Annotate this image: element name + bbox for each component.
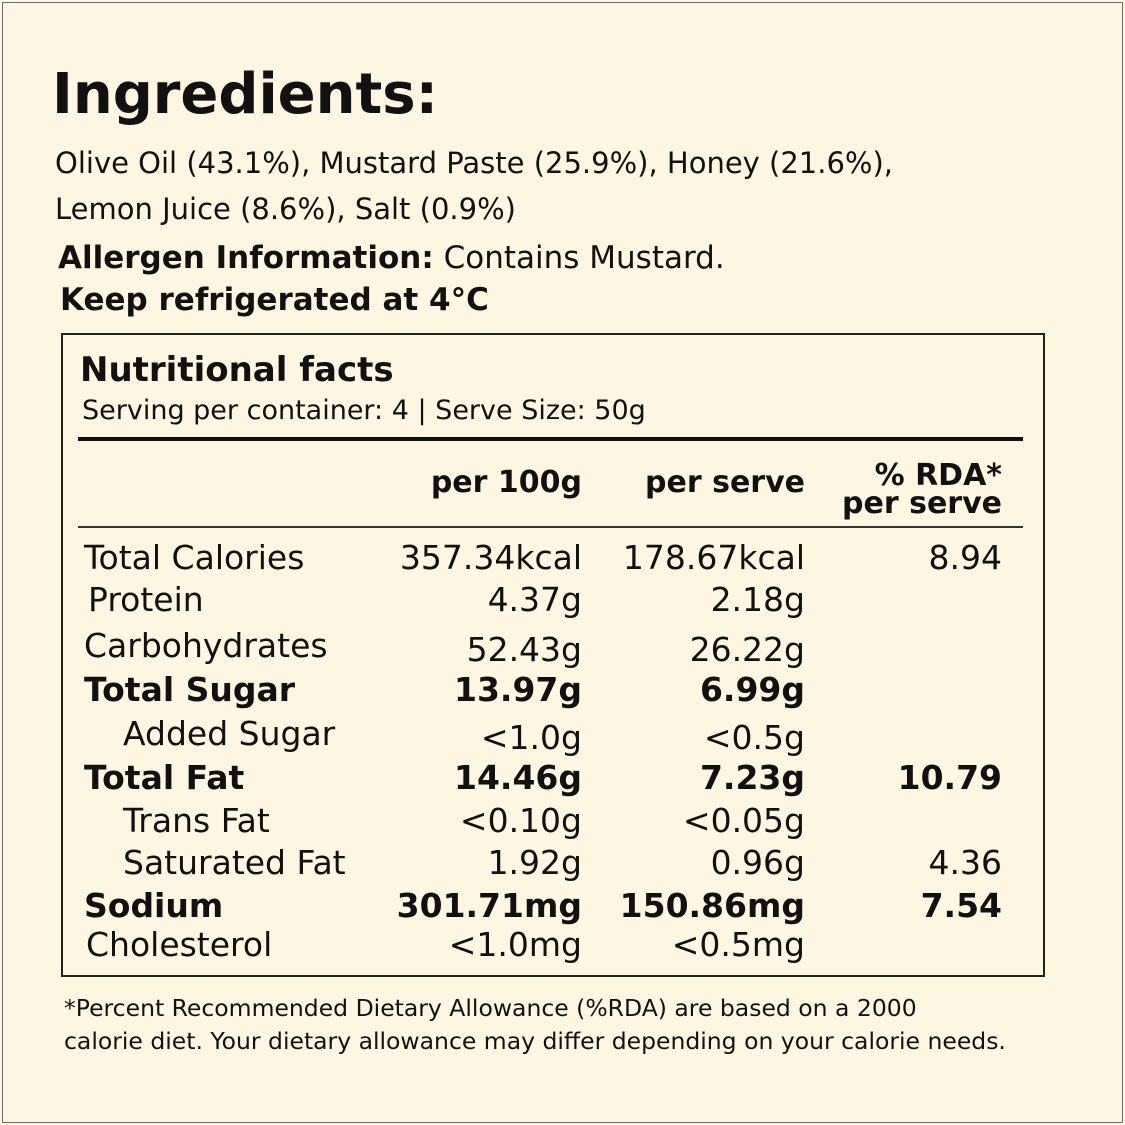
nutrient-row-carbohydrates: Carbohydrates 52.43g 26.22g: [0, 626, 1125, 670]
nutrient-row-total-calories: Total Calories 357.34kcal 178.67kcal 8.9…: [0, 538, 1125, 582]
nutrient-rda: 4.36: [928, 843, 1002, 882]
storage-instruction: Keep refrigerated at 4°C: [60, 282, 489, 318]
col-header-rda-line1: % RDA*: [874, 458, 1002, 493]
nutrient-label: Carbohydrates: [84, 626, 328, 665]
nutrient-perserve: <0.05g: [682, 801, 805, 840]
col-header-rda: % RDA* per serve: [842, 458, 1002, 521]
nutrient-perserve: <0.5g: [703, 718, 805, 757]
footnote-line-1: *Percent Recommended Dietary Allowance (…: [64, 994, 917, 1022]
nutrient-rda: 8.94: [928, 538, 1002, 577]
nutrient-per100: 357.34kcal: [399, 538, 582, 577]
nutrient-perserve: 7.23g: [699, 758, 805, 797]
col-header-per100: per 100g: [430, 465, 582, 500]
nutrient-per100: 301.71mg: [396, 886, 582, 925]
nutrient-label: Total Calories: [84, 538, 305, 577]
nutrient-label: Protein: [88, 580, 204, 619]
nutrient-per100: 14.46g: [453, 758, 582, 797]
nutrient-row-protein: Protein 4.37g 2.18g: [0, 580, 1125, 624]
nutrient-row-trans-fat: Trans Fat <0.10g <0.05g: [0, 801, 1125, 845]
allergen-info: Allergen Information: Contains Mustard.: [58, 240, 725, 276]
nutrient-row-total-sugar: Total Sugar 13.97g 6.99g: [0, 670, 1125, 714]
nutrient-rda: 7.54: [920, 886, 1002, 925]
nutrient-perserve: 178.67kcal: [622, 538, 805, 577]
nutrient-perserve: <0.5mg: [671, 925, 805, 964]
nutrient-perserve: 6.99g: [699, 670, 805, 709]
nutrient-per100: <1.0g: [480, 718, 582, 757]
nutrient-per100: 4.37g: [487, 580, 582, 619]
nutrient-label: Cholesterol: [86, 925, 273, 964]
nutrient-row-saturated-fat: Saturated Fat 1.92g 0.96g 4.36: [0, 843, 1125, 887]
nutrient-label: Saturated Fat: [123, 843, 346, 882]
ingredients-line-1: Olive Oil (43.1%), Mustard Paste (25.9%)…: [55, 146, 894, 180]
footnote-line-2: calorie diet. Your dietary allowance may…: [64, 1027, 1006, 1055]
nutrient-perserve: 150.86mg: [619, 886, 805, 925]
nutrient-row-sodium: Sodium 301.71mg 150.86mg 7.54: [0, 886, 1125, 930]
nutrition-panel: [61, 333, 1045, 977]
nutrient-perserve: 2.18g: [710, 580, 805, 619]
nutrient-label: Sodium: [84, 886, 224, 925]
col-header-rda-line2: per serve: [842, 486, 1002, 521]
allergen-text: Contains Mustard.: [433, 240, 725, 276]
nutrient-per100: <1.0mg: [448, 925, 582, 964]
ingredients-line-2: Lemon Juice (8.6%), Salt (0.9%): [55, 192, 516, 226]
nutrient-row-added-sugar: Added Sugar <1.0g <0.5g: [0, 714, 1125, 758]
nutrient-per100: 1.92g: [487, 843, 582, 882]
allergen-label: Allergen Information:: [58, 240, 434, 276]
nutrient-perserve: 0.96g: [710, 843, 805, 882]
header-divider: [78, 437, 1023, 441]
nutrient-label: Total Fat: [84, 758, 245, 797]
serving-info: Serving per container: 4 | Serve Size: 5…: [82, 395, 646, 426]
nutrient-perserve: 26.22g: [689, 630, 805, 669]
nutrient-label: Total Sugar: [84, 670, 296, 709]
nutrient-row-cholesterol: Cholesterol <1.0mg <0.5mg: [0, 925, 1125, 969]
nutrient-rda: 10.79: [897, 758, 1002, 797]
nutrient-per100: 52.43g: [466, 630, 582, 669]
rda-footnote: *Percent Recommended Dietary Allowance (…: [64, 992, 1114, 1058]
nutrient-label: Added Sugar: [123, 714, 336, 753]
ingredients-title: Ingredients:: [52, 62, 439, 127]
nutrition-title: Nutritional facts: [80, 350, 394, 390]
column-header-divider: [78, 526, 1023, 528]
nutrient-per100: <0.10g: [459, 801, 582, 840]
col-header-perserve: per serve: [645, 465, 805, 500]
nutrient-label: Trans Fat: [123, 801, 270, 840]
nutrient-per100: 13.97g: [453, 670, 582, 709]
nutrient-row-total-fat: Total Fat 14.46g 7.23g 10.79: [0, 758, 1125, 802]
